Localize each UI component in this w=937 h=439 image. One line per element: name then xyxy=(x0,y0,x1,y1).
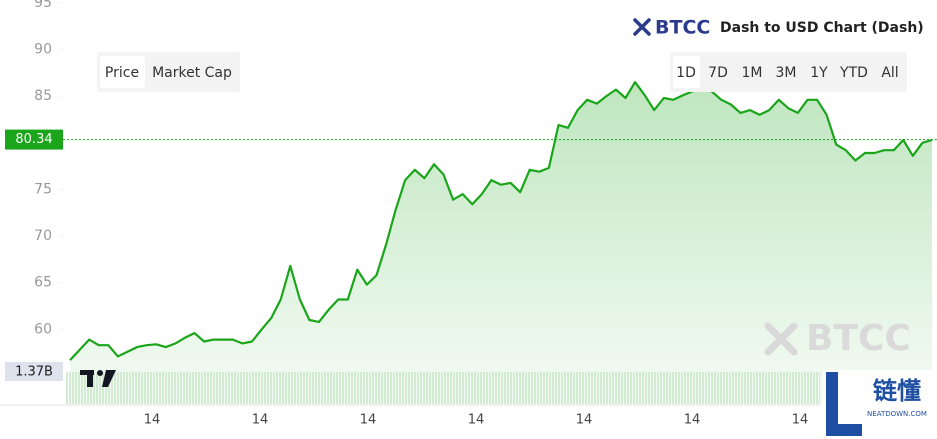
x-tick-label: 14 xyxy=(252,413,269,428)
y-tick-label: 90 xyxy=(34,41,52,57)
x-tick-label: 14 xyxy=(468,413,485,428)
range-active xyxy=(673,56,700,88)
corner-site: NEATDOWN.COM xyxy=(867,410,927,418)
tab[interactable]: Price xyxy=(105,65,139,81)
y-tick-label: 65 xyxy=(34,275,52,291)
brand: BTCC xyxy=(655,17,710,39)
chart-title: Dash to USD Chart (Dash) xyxy=(720,20,924,36)
brand-icon xyxy=(633,18,651,36)
corner-logo: 链懂 xyxy=(873,377,921,405)
x-tick-label: 14 xyxy=(792,413,809,428)
watermark-icon xyxy=(764,322,798,356)
tv-logo xyxy=(80,370,116,387)
range-button[interactable]: 1D xyxy=(676,65,696,81)
watermark: BTCC xyxy=(806,318,911,359)
x-tick-label: 14 xyxy=(576,413,593,428)
y-tick-label: 95 xyxy=(34,0,52,11)
range-button[interactable]: 1Y xyxy=(810,65,828,81)
last-price-label: 80.34 xyxy=(15,132,52,147)
range-button[interactable]: YTD xyxy=(839,65,868,81)
x-tick-label: 14 xyxy=(684,413,701,428)
range-group xyxy=(670,52,907,92)
volume-badge xyxy=(5,362,63,381)
range-button[interactable]: All xyxy=(881,65,898,81)
last-price-badge xyxy=(5,129,63,150)
range-button[interactable]: 3M xyxy=(776,65,797,81)
y-tick-label: 85 xyxy=(34,88,52,104)
range-button[interactable]: 1M xyxy=(742,65,763,81)
volume-bars xyxy=(66,372,820,404)
corner-mark xyxy=(826,372,862,436)
x-tick-label: 14 xyxy=(144,413,161,428)
price-line xyxy=(69,81,933,361)
y-tick-label: 75 xyxy=(34,181,52,197)
volume-label: 1.37B xyxy=(15,365,53,380)
y-tick-label: 70 xyxy=(34,228,52,244)
y-tick-label: 60 xyxy=(34,321,52,337)
area xyxy=(70,82,932,404)
tab-active xyxy=(100,56,145,88)
range-button[interactable]: 7D xyxy=(708,65,728,81)
x-tick-label: 14 xyxy=(360,413,377,428)
tab[interactable]: Market Cap xyxy=(152,65,232,81)
